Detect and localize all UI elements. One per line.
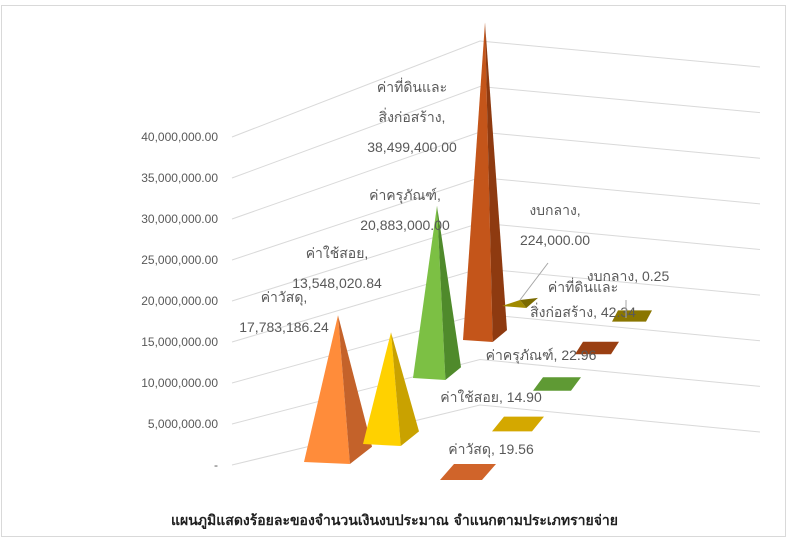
leader-line [519,262,549,301]
chart-title: แผนภูมิแสดงร้อยละของจำนวนเงินงบประมาณ จำ… [171,513,618,529]
percent-data-label: ค่าครุภัณฑ์, 22.96 [486,347,597,364]
pyramid-side-face [485,22,507,343]
amount-data-label: งบกลาง, [529,202,580,218]
percent-series-markers [440,310,652,480]
percent-data-label: งบกลาง, 0.25 [587,268,670,284]
y-axis-tick-labels: 40,000,000.00 35,000,000.00 30,000,000.00 2… [141,130,218,472]
percent-data-label: ค่าวัสดุ, 19.56 [448,441,534,458]
percent-marker [612,310,652,322]
pyramid-front-face [463,22,493,343]
gridline [231,358,761,425]
percent-data-label: สิ่งก่อสร้าง, 42.34 [530,303,636,320]
pyramid-front-face [363,332,401,446]
y-tick-label: 20,000,000.00 [141,294,218,308]
percent-marker [440,464,496,480]
pyramid-side-face [437,205,461,380]
pyramid-side-face [520,297,538,308]
y-tick-label: 10,000,000.00 [141,376,218,390]
gridline [231,85,761,179]
data-labels: ค่าวัสดุ, 17,783,186.24 ค่าใช้สอย, 13,548,0… [239,78,669,458]
percent-data-label: ค่าที่ดินและ [548,278,618,295]
percent-marker [575,341,619,355]
pyramid-front-face [304,315,350,464]
amount-data-label: ค่าใช้สอย, [306,245,369,261]
percent-marker [533,377,581,391]
pyramid-front-face [413,205,446,380]
y-tick-label: 15,000,000.00 [141,335,218,349]
pyramid-front-face [502,300,527,308]
percent-data-label: ค่าใช้สอย, 14.90 [440,389,542,405]
amount-data-label: 38,499,400.00 [367,139,457,155]
amount-data-label: 20,883,000.00 [360,217,450,233]
amount-data-label: ค่าครุภัณฑ์, [369,187,441,204]
y-tick-label: 25,000,000.00 [141,253,218,267]
gridline [231,40,761,138]
y-tick-label: 40,000,000.00 [141,130,218,144]
pyramid-side-face [391,332,419,446]
y-tick-label: 30,000,000.00 [141,212,218,226]
amount-data-label: 17,783,186.24 [239,319,329,335]
amount-data-label: สิ่งก่อสร้าง, [379,108,446,125]
amount-data-label: ค่าที่ดินและ [377,78,447,95]
amount-data-label: 13,548,020.84 [292,275,382,291]
y-tick-label: - [214,458,218,472]
chart-frame [1,5,786,537]
amount-data-label: 224,000.00 [520,232,590,248]
y-tick-label: 5,000,000.00 [148,417,218,431]
amount-data-label: ค่าวัสดุ, [261,289,308,306]
pyramid-side-face [338,315,372,464]
y-tick-label: 35,000,000.00 [141,171,218,185]
percent-marker [492,416,544,432]
amount-series-pyramids [304,22,538,464]
